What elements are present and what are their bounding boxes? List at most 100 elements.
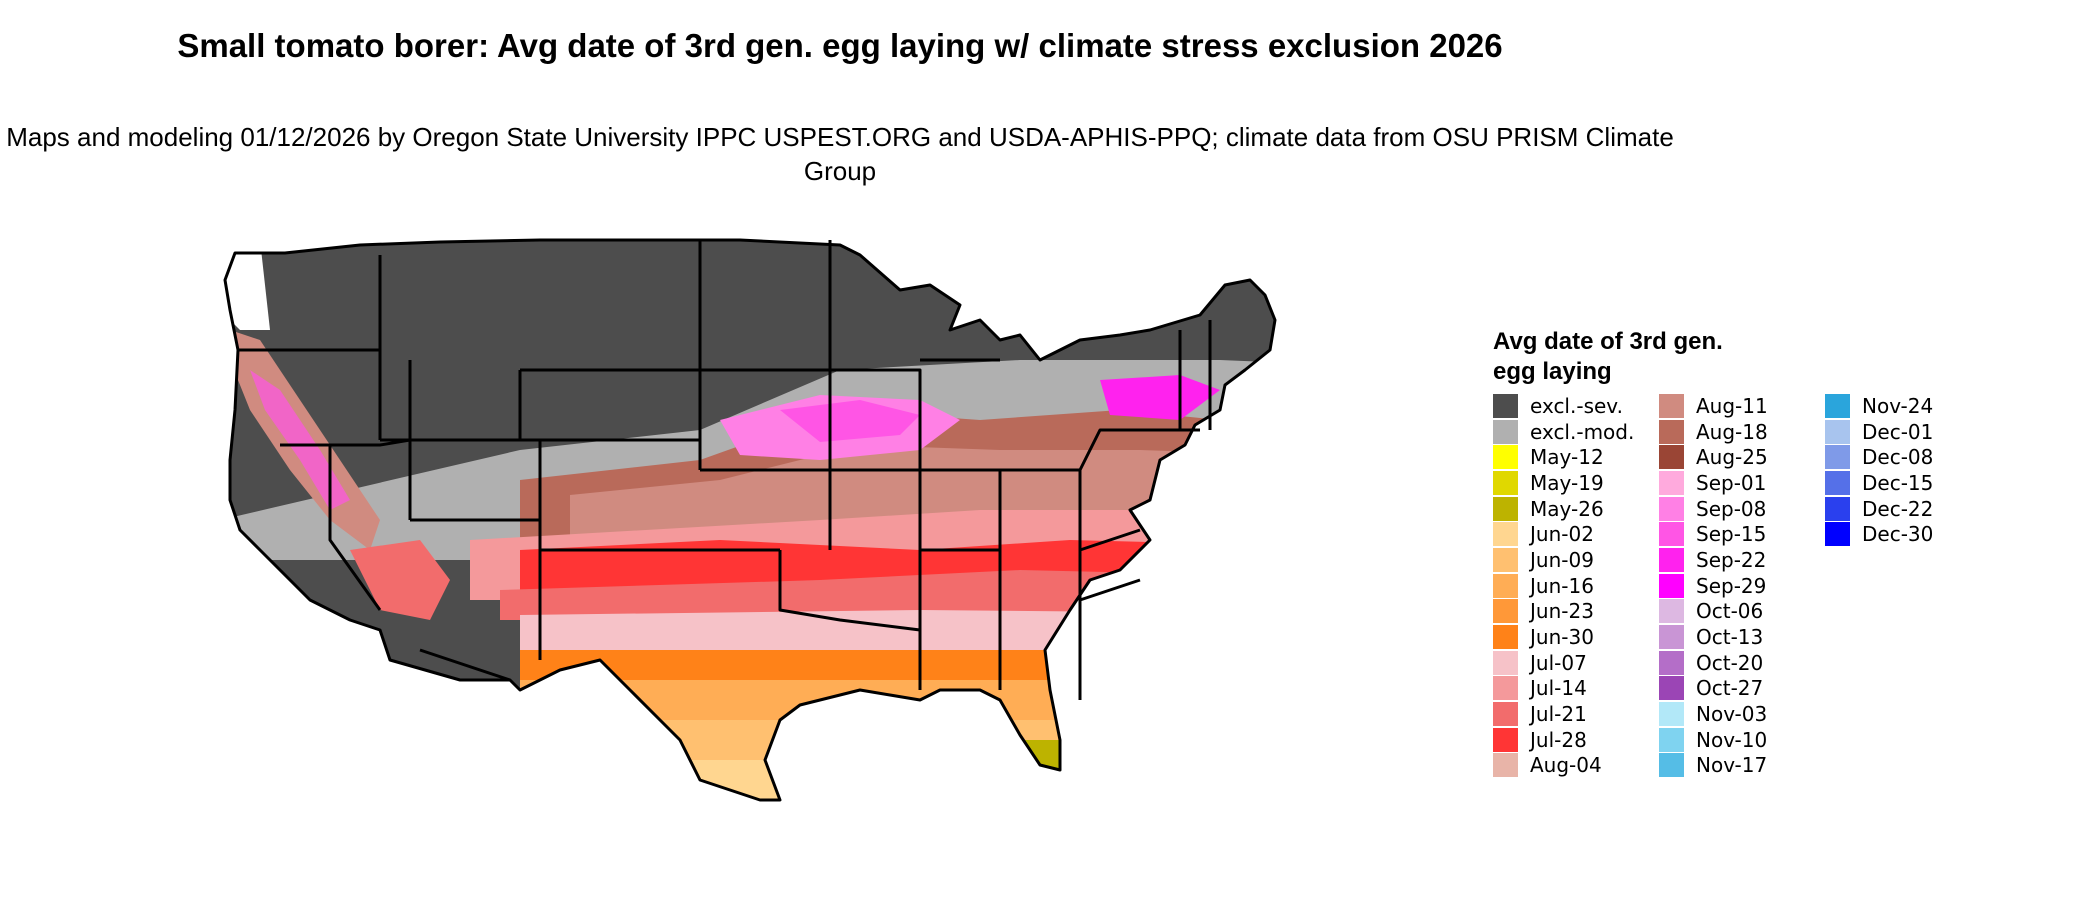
legend-swatch — [1659, 650, 1684, 675]
legend-swatch — [1825, 445, 1850, 470]
legend-swatch — [1825, 470, 1850, 495]
legend-label: Dec-22 — [1862, 496, 1934, 521]
legend-label: Oct-20 — [1696, 650, 1764, 675]
legend-item: Jun-16 — [1493, 573, 1659, 599]
legend-item: Jul-28 — [1493, 727, 1659, 753]
legend-item: Jun-09 — [1493, 547, 1659, 573]
legend-item: Sep-22 — [1659, 547, 1825, 573]
legend-label: Aug-18 — [1696, 419, 1768, 444]
legend-column: Nov-24 Dec-01 Dec-08 Dec-15 Dec-22 Dec-30 — [1825, 393, 1991, 778]
legend-item: Jun-23 — [1493, 599, 1659, 625]
legend-item: Nov-17 — [1659, 753, 1825, 779]
legend-label: Nov-03 — [1696, 702, 1768, 727]
legend-label: Sep-22 — [1696, 547, 1767, 572]
legend-label: Jul-28 — [1530, 727, 1587, 752]
legend-item: Dec-15 — [1825, 470, 1991, 496]
legend-title: Avg date of 3rd gen. egg laying — [1493, 328, 1723, 385]
legend-label: May-19 — [1530, 470, 1604, 495]
legend-label: Jul-07 — [1530, 650, 1587, 675]
legend-item: Jul-07 — [1493, 650, 1659, 676]
legend-swatch — [1659, 676, 1684, 701]
legend-label: Jun-23 — [1530, 599, 1594, 624]
legend-item: Sep-29 — [1659, 573, 1825, 599]
legend-label: Aug-25 — [1696, 445, 1768, 470]
legend-item: Sep-01 — [1659, 470, 1825, 496]
legend-swatch — [1493, 470, 1518, 495]
legend-swatch — [1659, 470, 1684, 495]
legend-label: Jul-14 — [1530, 676, 1587, 701]
legend-swatch — [1825, 522, 1850, 547]
legend-label: Oct-13 — [1696, 625, 1764, 650]
legend-swatch — [1659, 496, 1684, 521]
legend-swatch — [1825, 419, 1850, 444]
legend-swatch — [1659, 753, 1684, 778]
legend-item: May-12 — [1493, 444, 1659, 470]
legend-item: Aug-18 — [1659, 419, 1825, 445]
legend-label: Oct-06 — [1696, 599, 1764, 624]
legend-swatch — [1659, 547, 1684, 572]
legend-label: Nov-10 — [1696, 727, 1768, 752]
legend-label: Jul-21 — [1530, 702, 1587, 727]
legend-swatch — [1493, 547, 1518, 572]
legend-item: Jul-21 — [1493, 701, 1659, 727]
legend-item: May-26 — [1493, 496, 1659, 522]
legend-swatch — [1659, 419, 1684, 444]
legend-label: Jun-09 — [1530, 547, 1594, 572]
legend-item: Dec-01 — [1825, 419, 1991, 445]
legend-item: Sep-15 — [1659, 521, 1825, 547]
legend-label: Dec-01 — [1862, 419, 1934, 444]
legend-swatch — [1493, 522, 1518, 547]
legend-item: Dec-30 — [1825, 521, 1991, 547]
legend-swatch — [1659, 522, 1684, 547]
map-legend: Avg date of 3rd gen. egg laying excl.-se… — [1493, 327, 1991, 778]
legend-swatch — [1825, 393, 1850, 418]
legend-label: Oct-27 — [1696, 676, 1764, 701]
legend-item: Aug-04 — [1493, 753, 1659, 779]
legend-swatch — [1493, 727, 1518, 752]
legend-label: May-26 — [1530, 496, 1604, 521]
legend-label: Nov-24 — [1862, 393, 1934, 418]
legend-label: Sep-08 — [1696, 496, 1767, 521]
legend-swatch — [1493, 419, 1518, 444]
legend-item: Oct-13 — [1659, 624, 1825, 650]
legend-item: excl.-mod. — [1493, 419, 1659, 445]
legend-item: Jun-02 — [1493, 521, 1659, 547]
legend-item: Aug-25 — [1659, 444, 1825, 470]
legend-item: May-19 — [1493, 470, 1659, 496]
legend-swatch — [1659, 445, 1684, 470]
legend-item: excl.-sev. — [1493, 393, 1659, 419]
legend-item: Jul-14 — [1493, 676, 1659, 702]
legend-swatch — [1493, 445, 1518, 470]
legend-label: Aug-04 — [1530, 753, 1602, 778]
legend-label: Dec-30 — [1862, 522, 1934, 547]
legend-label: Sep-29 — [1696, 573, 1767, 598]
legend-swatch — [1493, 650, 1518, 675]
legend-label: Dec-08 — [1862, 445, 1934, 470]
legend-label: Aug-11 — [1696, 393, 1768, 418]
legend-swatch — [1493, 702, 1518, 727]
map-title: Small tomato borer: Avg date of 3rd gen.… — [177, 27, 1503, 64]
legend-columns: excl.-sev. excl.-mod. May-12 May-19 May-26 Ju… — [1493, 393, 1991, 778]
legend-label: Jun-02 — [1530, 522, 1594, 547]
legend-swatch — [1493, 676, 1518, 701]
legend-swatch — [1659, 727, 1684, 752]
legend-swatch — [1659, 625, 1684, 650]
legend-label: Nov-17 — [1696, 753, 1768, 778]
legend-swatch — [1493, 753, 1518, 778]
legend-item: Nov-03 — [1659, 701, 1825, 727]
legend-label: Jun-30 — [1530, 625, 1594, 650]
legend-swatch — [1659, 573, 1684, 598]
legend-swatch — [1493, 599, 1518, 624]
legend-swatch — [1659, 393, 1684, 418]
legend-swatch — [1659, 702, 1684, 727]
legend-label: Jun-16 — [1530, 573, 1594, 598]
legend-item: Nov-24 — [1825, 393, 1991, 419]
legend-item: Oct-27 — [1659, 676, 1825, 702]
us-phenology-map — [223, 238, 1277, 802]
legend-label: excl.-mod. — [1530, 419, 1635, 444]
legend-item: Jun-30 — [1493, 624, 1659, 650]
legend-label: excl.-sev. — [1530, 393, 1623, 418]
legend-swatch — [1659, 599, 1684, 624]
map-subtitle: Maps and modeling 01/12/2026 by Oregon S… — [6, 122, 1674, 186]
legend-item: Dec-08 — [1825, 444, 1991, 470]
